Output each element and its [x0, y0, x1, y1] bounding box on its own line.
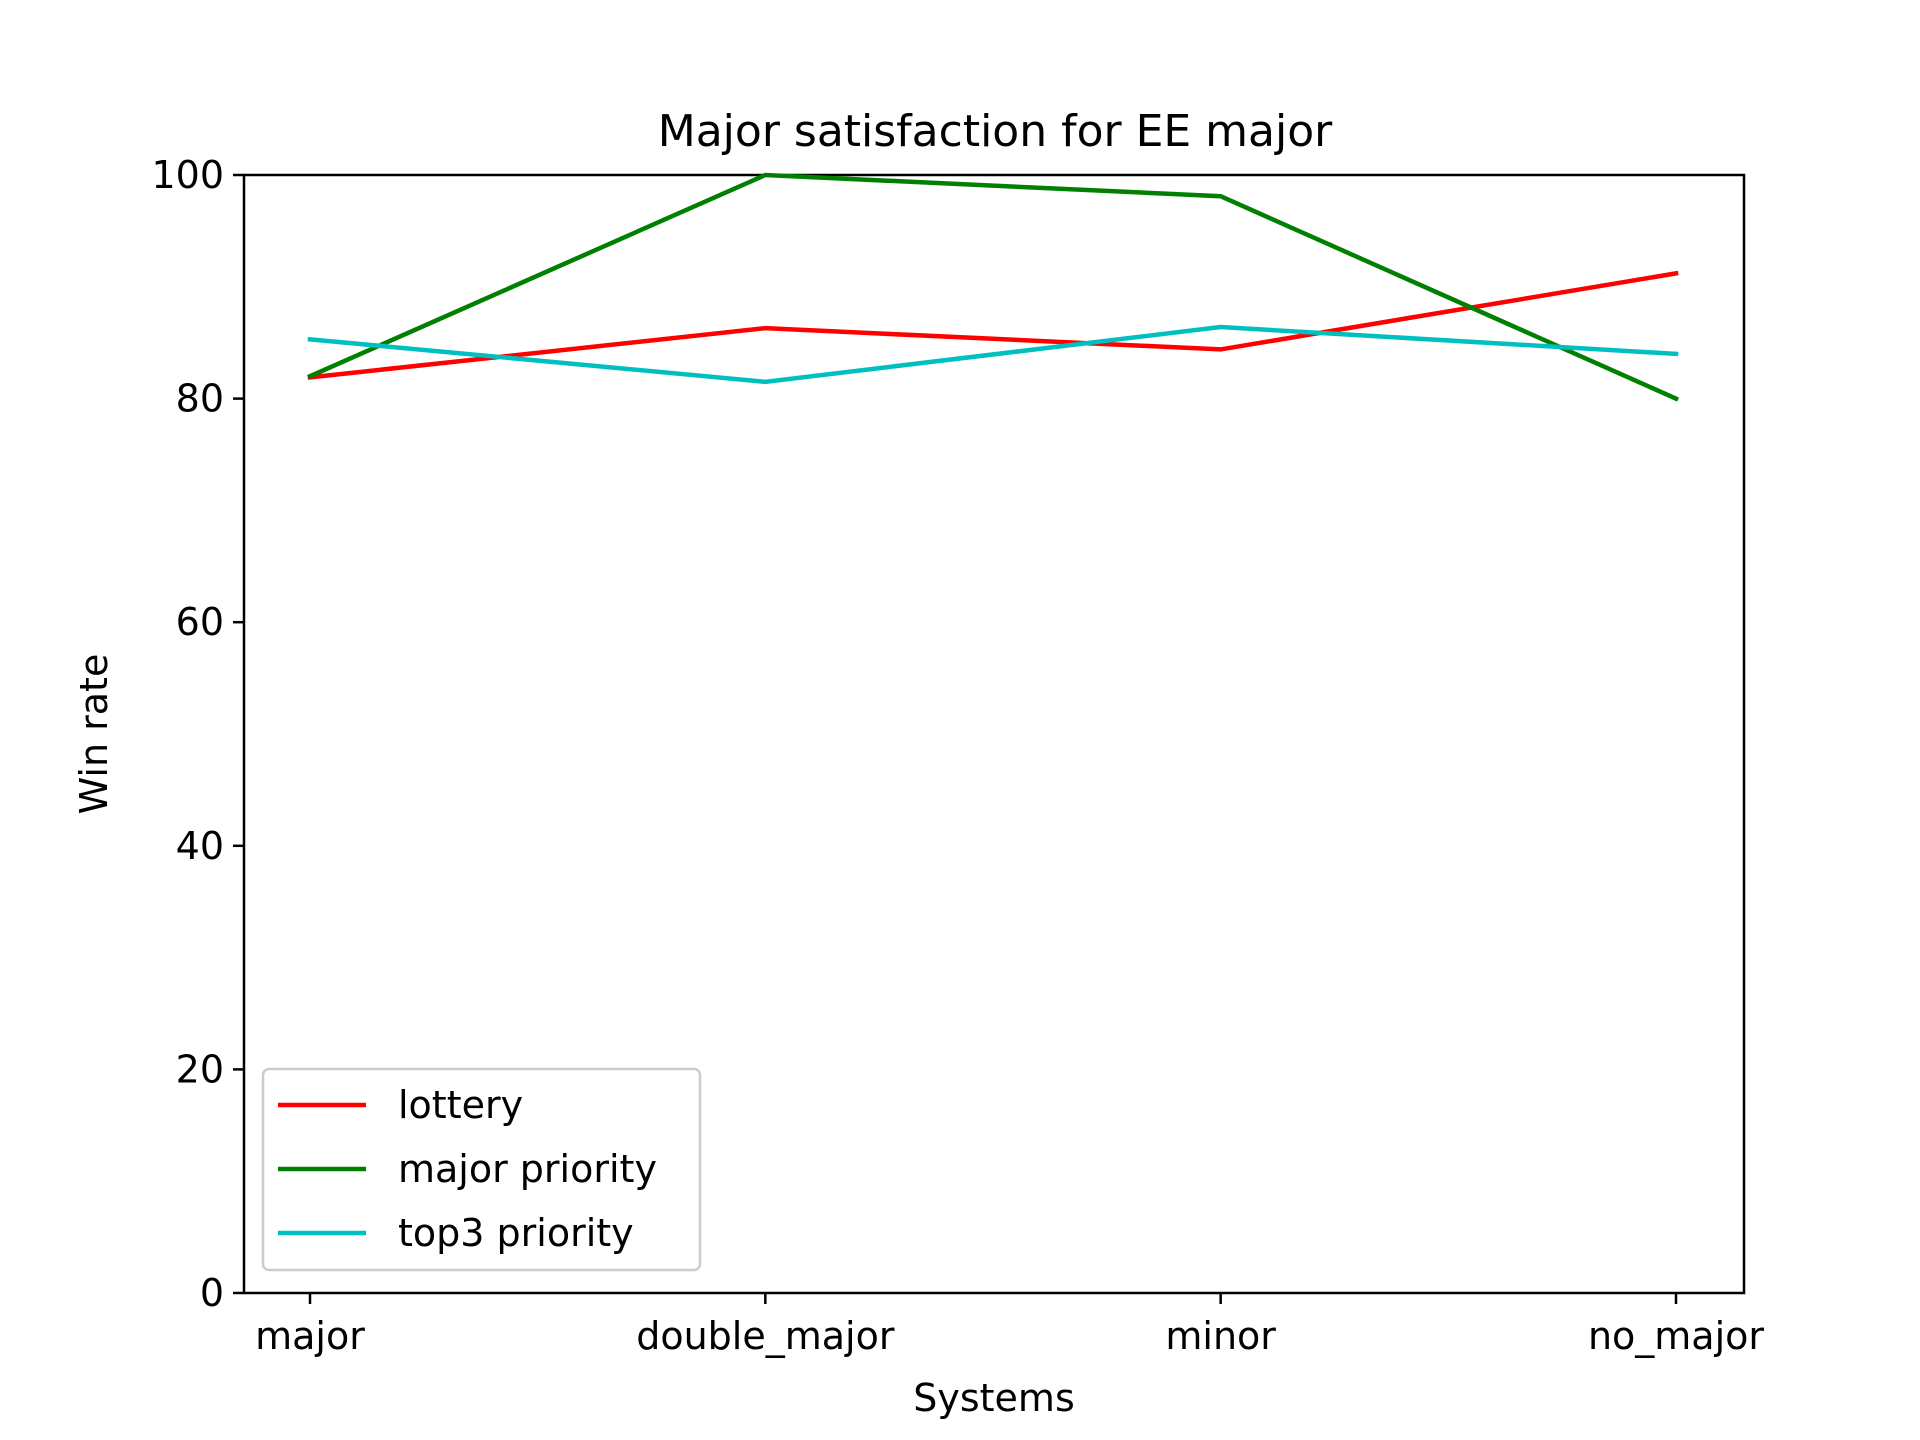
y-tick-label: 0 — [200, 1271, 224, 1315]
chart-title: Major satisfaction for EE major — [658, 106, 1333, 157]
y-axis-label: Win rate — [72, 654, 116, 815]
x-axis-label: Systems — [913, 1376, 1075, 1420]
legend-label: lottery — [398, 1083, 523, 1127]
y-axis: 0 20 40 60 80 100 — [151, 153, 244, 1315]
y-tick-label: 80 — [176, 377, 224, 421]
y-tick-label: 40 — [176, 824, 224, 868]
series-layer — [307, 172, 1679, 402]
legend-box — [261, 1067, 702, 1272]
x-tick-label: minor — [1165, 1314, 1276, 1358]
legend-label: major priority — [398, 1147, 657, 1191]
x-tick-label: major — [255, 1314, 365, 1358]
y-tick-label: 20 — [176, 1047, 224, 1091]
series-line-top3-priority — [307, 324, 1679, 385]
legend: lottery major priority top3 priority — [261, 1067, 702, 1272]
y-tick-label: 60 — [176, 600, 224, 644]
legend-label: top3 priority — [398, 1211, 634, 1255]
y-tick-label: 100 — [151, 153, 224, 197]
x-tick-label: no_major — [1588, 1314, 1764, 1358]
series-line-major-priority — [307, 172, 1679, 402]
x-axis: major double_major minor no_major — [255, 1293, 1764, 1358]
x-tick-label: double_major — [636, 1314, 895, 1358]
series-line-lottery — [307, 270, 1679, 380]
